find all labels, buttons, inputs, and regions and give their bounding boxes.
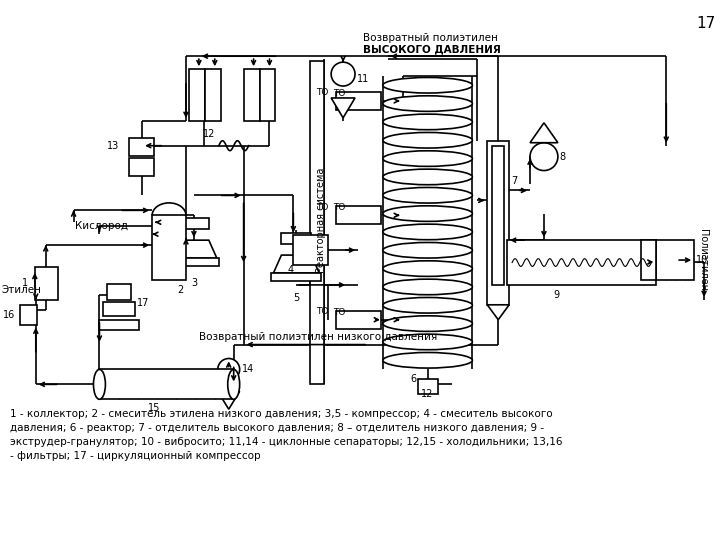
Ellipse shape (383, 261, 472, 276)
Text: 12: 12 (421, 389, 433, 400)
Text: 16: 16 (3, 310, 15, 320)
Bar (657, 240, 694, 280)
Bar (642, 240, 657, 280)
Bar (418, 380, 438, 394)
Text: ТО: ТО (316, 307, 328, 316)
Bar (130, 138, 154, 156)
Polygon shape (487, 305, 509, 320)
Bar (169, 258, 219, 266)
Text: ТО: ТО (333, 89, 346, 98)
Circle shape (530, 143, 558, 171)
Polygon shape (530, 123, 558, 143)
Text: ТО: ТО (333, 204, 346, 212)
Ellipse shape (383, 187, 472, 203)
Text: ВЫСОКОГО ДАВЛЕНИЯ: ВЫСОКОГО ДАВЛЕНИЯ (363, 44, 501, 54)
Text: 17: 17 (138, 298, 150, 308)
Polygon shape (274, 255, 319, 273)
Bar (336, 92, 381, 110)
Text: Полиэтилен: Полиэтилен (698, 229, 708, 291)
Text: 5: 5 (293, 293, 300, 303)
Ellipse shape (383, 316, 472, 332)
Text: ТО: ТО (316, 89, 328, 98)
Text: давления; 6 - реактор; 7 - отделитель высокого давления; 8 – отделитель низкого : давления; 6 - реактор; 7 - отделитель вы… (10, 423, 544, 433)
Ellipse shape (383, 114, 472, 130)
Bar (282, 233, 311, 244)
Text: 13: 13 (107, 141, 120, 151)
Text: Кислород: Кислород (75, 221, 127, 231)
Text: ТО: ТО (333, 308, 346, 317)
Ellipse shape (383, 353, 472, 368)
Bar (189, 69, 205, 121)
Polygon shape (171, 240, 217, 258)
Text: Этилен: Этилен (2, 285, 42, 295)
Bar (20, 305, 37, 325)
Ellipse shape (228, 369, 240, 399)
Text: Возвратный полиэтилен низкого давления: Возвратный полиэтилен низкого давления (199, 332, 437, 342)
Text: 7: 7 (511, 176, 518, 186)
Bar (336, 311, 381, 329)
Text: ТО: ТО (316, 203, 328, 212)
Polygon shape (331, 98, 355, 118)
Bar (492, 146, 504, 285)
Ellipse shape (383, 224, 472, 240)
Ellipse shape (383, 279, 472, 295)
Text: 14: 14 (242, 364, 254, 374)
Polygon shape (217, 392, 240, 409)
Ellipse shape (383, 206, 472, 221)
Ellipse shape (383, 242, 472, 258)
Text: 15: 15 (148, 403, 161, 413)
Text: 11: 11 (357, 74, 369, 84)
Text: 1: 1 (22, 278, 28, 288)
Text: 2: 2 (177, 285, 184, 295)
Ellipse shape (383, 169, 472, 185)
Text: экструдер-гранулятор; 10 - вибросито; 11,14 - циклонные сепараторы; 12,15 - холо: экструдер-гранулятор; 10 - вибросито; 11… (10, 437, 562, 447)
Text: Возвратный полиэтилен: Возвратный полиэтилен (363, 33, 498, 43)
Text: 6: 6 (410, 374, 417, 384)
Text: 4: 4 (287, 265, 293, 275)
Bar (152, 215, 186, 280)
Ellipse shape (383, 151, 472, 166)
Ellipse shape (383, 96, 472, 111)
Bar (310, 61, 324, 384)
Text: 1 - коллектор; 2 - смеситель этилена низкого давления; 3,5 - компрессор; 4 - сме: 1 - коллектор; 2 - смеситель этилена низ… (10, 409, 552, 419)
Bar (99, 369, 234, 399)
Text: 3: 3 (191, 278, 197, 288)
Bar (336, 206, 381, 224)
Bar (35, 267, 58, 300)
Bar (259, 69, 276, 121)
Text: 8: 8 (560, 152, 566, 161)
Bar (293, 235, 328, 265)
Bar (99, 320, 139, 329)
Bar (130, 158, 154, 176)
Circle shape (331, 62, 355, 86)
Text: - фильтры; 17 - циркуляционный компрессор: - фильтры; 17 - циркуляционный компрессо… (10, 451, 261, 461)
Ellipse shape (94, 369, 105, 399)
Text: 17: 17 (696, 16, 716, 31)
Circle shape (217, 359, 240, 380)
Bar (487, 141, 509, 305)
Text: 12: 12 (202, 129, 215, 139)
Text: 10: 10 (696, 255, 708, 265)
Bar (271, 273, 321, 281)
Text: 9: 9 (554, 290, 560, 300)
Ellipse shape (383, 334, 472, 350)
Ellipse shape (383, 77, 472, 93)
Bar (243, 69, 259, 121)
Ellipse shape (383, 298, 472, 313)
Bar (104, 302, 135, 316)
Bar (205, 69, 221, 121)
Ellipse shape (383, 132, 472, 148)
Text: Реакторная система: Реакторная система (316, 167, 326, 273)
Bar (179, 218, 209, 229)
Bar (507, 240, 657, 285)
Bar (107, 284, 131, 300)
